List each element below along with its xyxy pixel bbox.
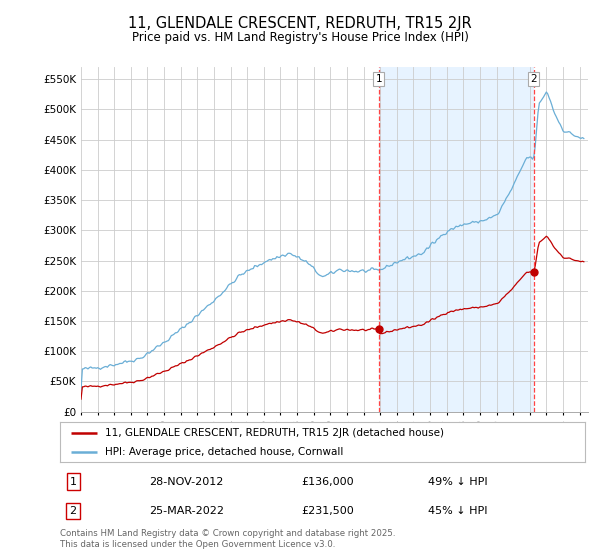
Text: £231,500: £231,500	[302, 506, 354, 516]
Text: 11, GLENDALE CRESCENT, REDRUTH, TR15 2JR: 11, GLENDALE CRESCENT, REDRUTH, TR15 2JR	[128, 16, 472, 31]
Text: HPI: Average price, detached house, Cornwall: HPI: Average price, detached house, Corn…	[104, 447, 343, 457]
Text: 2: 2	[530, 74, 537, 84]
Text: 2: 2	[70, 506, 77, 516]
Text: 49% ↓ HPI: 49% ↓ HPI	[427, 477, 487, 487]
Text: 45% ↓ HPI: 45% ↓ HPI	[427, 506, 487, 516]
Text: 28-NOV-2012: 28-NOV-2012	[149, 477, 224, 487]
Text: £136,000: £136,000	[302, 477, 354, 487]
Text: 11, GLENDALE CRESCENT, REDRUTH, TR15 2JR (detached house): 11, GLENDALE CRESCENT, REDRUTH, TR15 2JR…	[104, 428, 443, 438]
Text: 25-MAR-2022: 25-MAR-2022	[149, 506, 224, 516]
Bar	[379, 67, 533, 412]
Text: 1: 1	[70, 477, 77, 487]
Text: Price paid vs. HM Land Registry's House Price Index (HPI): Price paid vs. HM Land Registry's House …	[131, 31, 469, 44]
Text: 1: 1	[376, 74, 382, 84]
Text: Contains HM Land Registry data © Crown copyright and database right 2025.
This d: Contains HM Land Registry data © Crown c…	[60, 529, 395, 549]
